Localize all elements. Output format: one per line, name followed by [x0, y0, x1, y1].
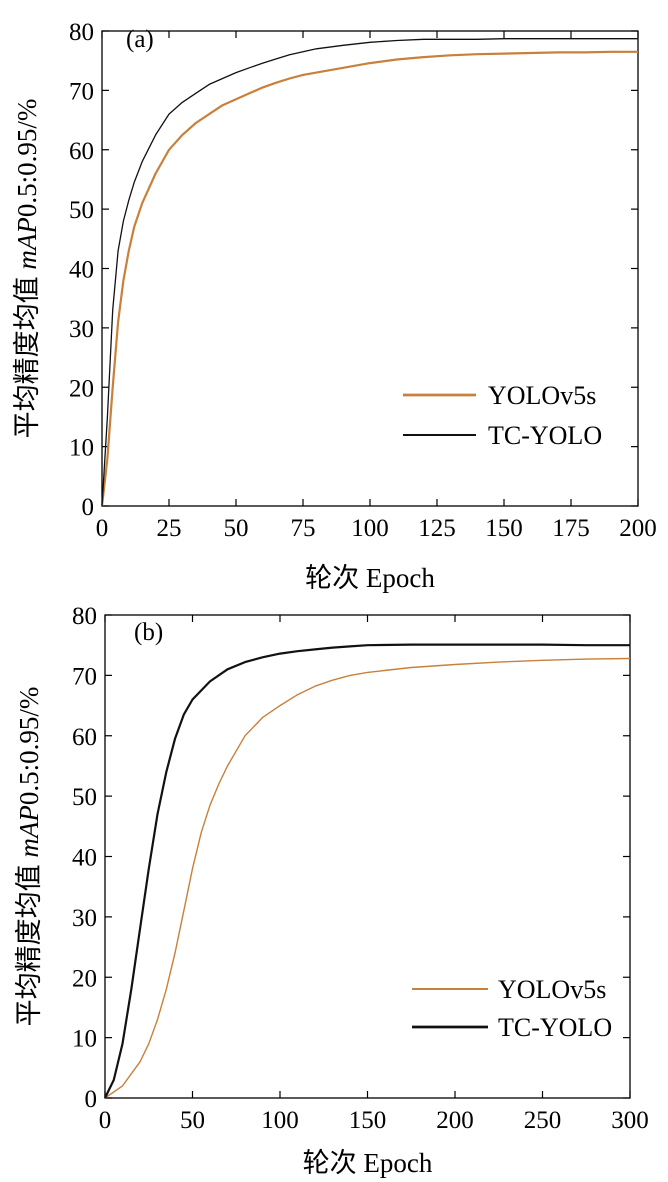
y-tick-label: 60: [69, 138, 94, 165]
series-line-yolov5s: [104, 657, 631, 1099]
y-axis-title-prefix: 平均精度均值: [12, 270, 42, 439]
y-tick-label: 0: [82, 494, 95, 521]
legend-label-tc-yolo: TC-YOLO: [488, 421, 602, 450]
y-tick-label: 20: [69, 375, 94, 402]
y-tick-label: 40: [72, 845, 97, 872]
legend-label-yolov5s: YOLOv5s: [498, 975, 606, 1004]
chart-panel-b: 0 50 100 150 200 250 300 0 10 20 30 40 50 60 70 80 (b) 轮次…: [14, 603, 649, 1178]
y-axis-title-map: mAP: [12, 217, 42, 269]
x-tick-label: 0: [96, 515, 109, 542]
panel-label: (a): [126, 26, 154, 53]
y-tick-label: 80: [69, 19, 94, 46]
y-axis-title-suffix: 0.5:0.95/%: [14, 687, 44, 806]
chart-panel-a: 0 25 50 75 100 125 150 175 200 0 10 20 30 40 50 60 70 80 (…: [12, 19, 657, 593]
y-axis-title-prefix: 平均精度均值: [14, 858, 44, 1027]
legend-label-tc-yolo: TC-YOLO: [498, 1013, 612, 1042]
y-tick-label: 70: [69, 78, 94, 105]
x-tick-label: 50: [180, 1107, 205, 1134]
y-tick-label: 30: [72, 905, 97, 932]
x-axis-title: 轮次 Epoch: [303, 1148, 433, 1178]
y-axis-title: 平均精度均值 mAP0.5:0.95/%: [14, 687, 44, 1027]
x-tick-label: 100: [261, 1107, 299, 1134]
y-tick-label: 50: [69, 197, 94, 224]
y-tick-label: 50: [72, 784, 97, 811]
series-line-yolov5s: [100, 50, 638, 507]
x-axis-title: 轮次 Epoch: [305, 563, 435, 593]
y-axis-title-map: mAP: [14, 805, 44, 857]
series-line-tc-yolo: [101, 38, 638, 507]
y-tick-label: 20: [72, 965, 97, 992]
y-tick-label: 60: [72, 724, 97, 751]
x-tick-label: 25: [157, 515, 182, 542]
x-tick-label: 100: [351, 515, 389, 542]
x-tick-label: 300: [611, 1107, 649, 1134]
y-tick-label: 10: [69, 435, 94, 462]
legend-label-yolov5s: YOLOv5s: [488, 381, 596, 410]
x-tick-label: 200: [436, 1107, 474, 1134]
y-tick-label: 10: [72, 1026, 97, 1053]
x-tick-label: 175: [552, 515, 590, 542]
x-tick-label: 250: [524, 1107, 562, 1134]
x-tick-label: 125: [418, 515, 456, 542]
y-tick-label: 40: [69, 257, 94, 284]
y-axis-title-suffix: 0.5:0.95/%: [12, 99, 42, 218]
panel-label: (b): [134, 619, 163, 646]
y-tick-label: 0: [85, 1086, 98, 1113]
x-tick-label: 200: [619, 515, 657, 542]
y-tick-label: 30: [69, 316, 94, 343]
x-tick-label: 150: [485, 515, 523, 542]
x-tick-label: 50: [224, 515, 249, 542]
x-tick-label: 0: [99, 1107, 112, 1134]
y-tick-label: 70: [72, 663, 97, 690]
y-tick-label: 80: [72, 603, 97, 630]
x-tick-label: 150: [349, 1107, 387, 1134]
y-axis-title: 平均精度均值 mAP0.5:0.95/%: [12, 99, 42, 439]
series-line-tc-yolo: [104, 643, 630, 1099]
x-tick-label: 75: [291, 515, 316, 542]
